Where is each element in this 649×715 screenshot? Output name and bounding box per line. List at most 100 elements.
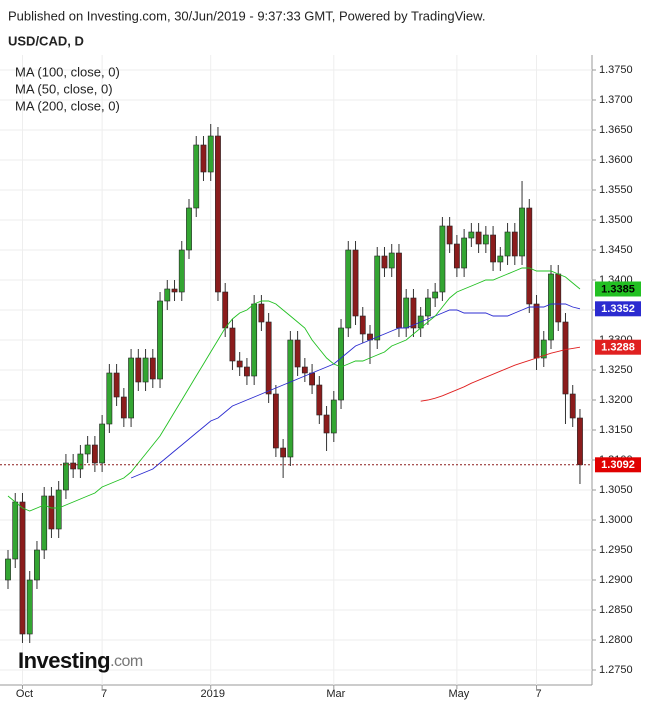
candle-body xyxy=(5,558,11,581)
y-tick-label: 1.3500 xyxy=(599,214,633,226)
candle-body xyxy=(490,234,496,263)
y-tick-label: 1.2900 xyxy=(599,574,633,586)
y-tick-label: 1.3050 xyxy=(599,484,633,496)
candle-body xyxy=(120,396,127,419)
y-tick-label: 1.3750 xyxy=(599,64,633,76)
y-tick-label: 1.3150 xyxy=(599,424,633,436)
candle-body xyxy=(26,579,33,635)
candle-body xyxy=(19,501,26,635)
candle-body xyxy=(569,393,576,419)
candle-body xyxy=(157,300,163,380)
candle-body xyxy=(91,444,98,464)
candle-body xyxy=(309,372,315,386)
candle-body xyxy=(135,357,142,383)
candle-body xyxy=(359,315,366,335)
candle-body xyxy=(272,393,279,449)
candle-body xyxy=(200,144,207,173)
x-tick-label: 2019 xyxy=(200,688,224,700)
candle-body xyxy=(186,207,192,251)
candle-body xyxy=(461,237,468,269)
candle-body xyxy=(70,462,77,470)
logo: Investing.com xyxy=(18,648,143,673)
candle-body xyxy=(519,207,525,257)
x-tick-label: 7 xyxy=(101,688,107,700)
legend-entry: MA (50, close, 0) xyxy=(15,81,113,96)
candle-body xyxy=(222,291,229,329)
moving-average-line xyxy=(420,346,581,402)
candle-body xyxy=(425,297,431,317)
price-tag xyxy=(595,339,641,355)
candle-body xyxy=(352,249,359,317)
x-tick-label: Mar xyxy=(326,688,345,700)
y-tick-label: 1.2750 xyxy=(599,664,633,676)
candle-body xyxy=(171,288,178,293)
candle-body xyxy=(453,243,460,269)
candle-body xyxy=(294,339,301,368)
candle-body xyxy=(403,297,410,329)
candle-body xyxy=(128,357,134,419)
candle-body xyxy=(149,357,156,380)
y-tick-label: 1.3550 xyxy=(599,184,633,196)
candle-body xyxy=(410,297,417,329)
y-tick-label: 1.3700 xyxy=(599,94,633,106)
candle-body xyxy=(511,231,518,257)
candle-body xyxy=(142,357,149,383)
candle-body xyxy=(106,372,113,425)
candle-body xyxy=(12,501,19,560)
candle-body xyxy=(330,399,337,434)
candle-body xyxy=(316,384,323,416)
logo-suffix: .com xyxy=(110,653,143,670)
price-tag xyxy=(595,281,641,297)
candle-body xyxy=(84,444,91,455)
candle-body xyxy=(34,549,40,581)
y-tick-label: 1.3600 xyxy=(599,154,633,166)
price-tag xyxy=(595,457,641,473)
y-tick-label: 1.2950 xyxy=(599,544,633,556)
candle-body xyxy=(468,231,475,239)
y-tick-label: 1.2850 xyxy=(599,604,633,616)
candle-body xyxy=(193,144,200,209)
candle-body xyxy=(446,225,453,245)
y-tick-label: 1.3650 xyxy=(599,124,633,136)
overlay: MA (100, close, 0) MA (50, close, 0) MA (2… xyxy=(15,64,641,473)
logo-main: Investing xyxy=(18,648,110,673)
x-tick-label: 7 xyxy=(535,688,541,700)
x-tick-label: May xyxy=(448,688,469,700)
candle-body xyxy=(555,273,562,323)
plot xyxy=(0,124,592,643)
price-tag-label: 1.3352 xyxy=(601,303,635,315)
legend-entry: MA (100, close, 0) xyxy=(15,64,120,79)
candle-body xyxy=(548,273,554,341)
price-tag xyxy=(595,301,641,317)
candle-body xyxy=(526,207,533,305)
candle-body xyxy=(533,303,540,359)
chart-title: USD/CAD, D xyxy=(8,33,84,48)
candle-body xyxy=(374,255,381,341)
candle-body xyxy=(63,462,69,491)
candle-body xyxy=(504,231,511,257)
candle-body xyxy=(77,453,84,470)
candle-body xyxy=(497,255,504,263)
candle-body xyxy=(287,339,294,458)
candle-body xyxy=(475,231,482,245)
y-tick-label: 1.3200 xyxy=(599,394,633,406)
y-tick-label: 1.2800 xyxy=(599,634,633,646)
candle-body xyxy=(396,252,402,329)
moving-average-line xyxy=(130,303,581,479)
moving-average-line xyxy=(7,267,581,512)
candle-body xyxy=(215,135,221,293)
legend-entry: MA (200, close, 0) xyxy=(15,98,120,113)
candle-body xyxy=(540,339,547,359)
candle-body xyxy=(439,225,446,293)
candle-body xyxy=(207,135,214,173)
candle-body xyxy=(345,249,352,329)
candle-body xyxy=(388,252,395,269)
candle-body xyxy=(323,414,330,434)
y-tick-label: 1.3000 xyxy=(599,514,633,526)
candle-body xyxy=(229,327,236,362)
candle-body xyxy=(482,234,489,245)
candle-body xyxy=(432,291,439,299)
candle-body xyxy=(236,360,243,368)
y-tick-label: 1.3250 xyxy=(599,364,633,376)
